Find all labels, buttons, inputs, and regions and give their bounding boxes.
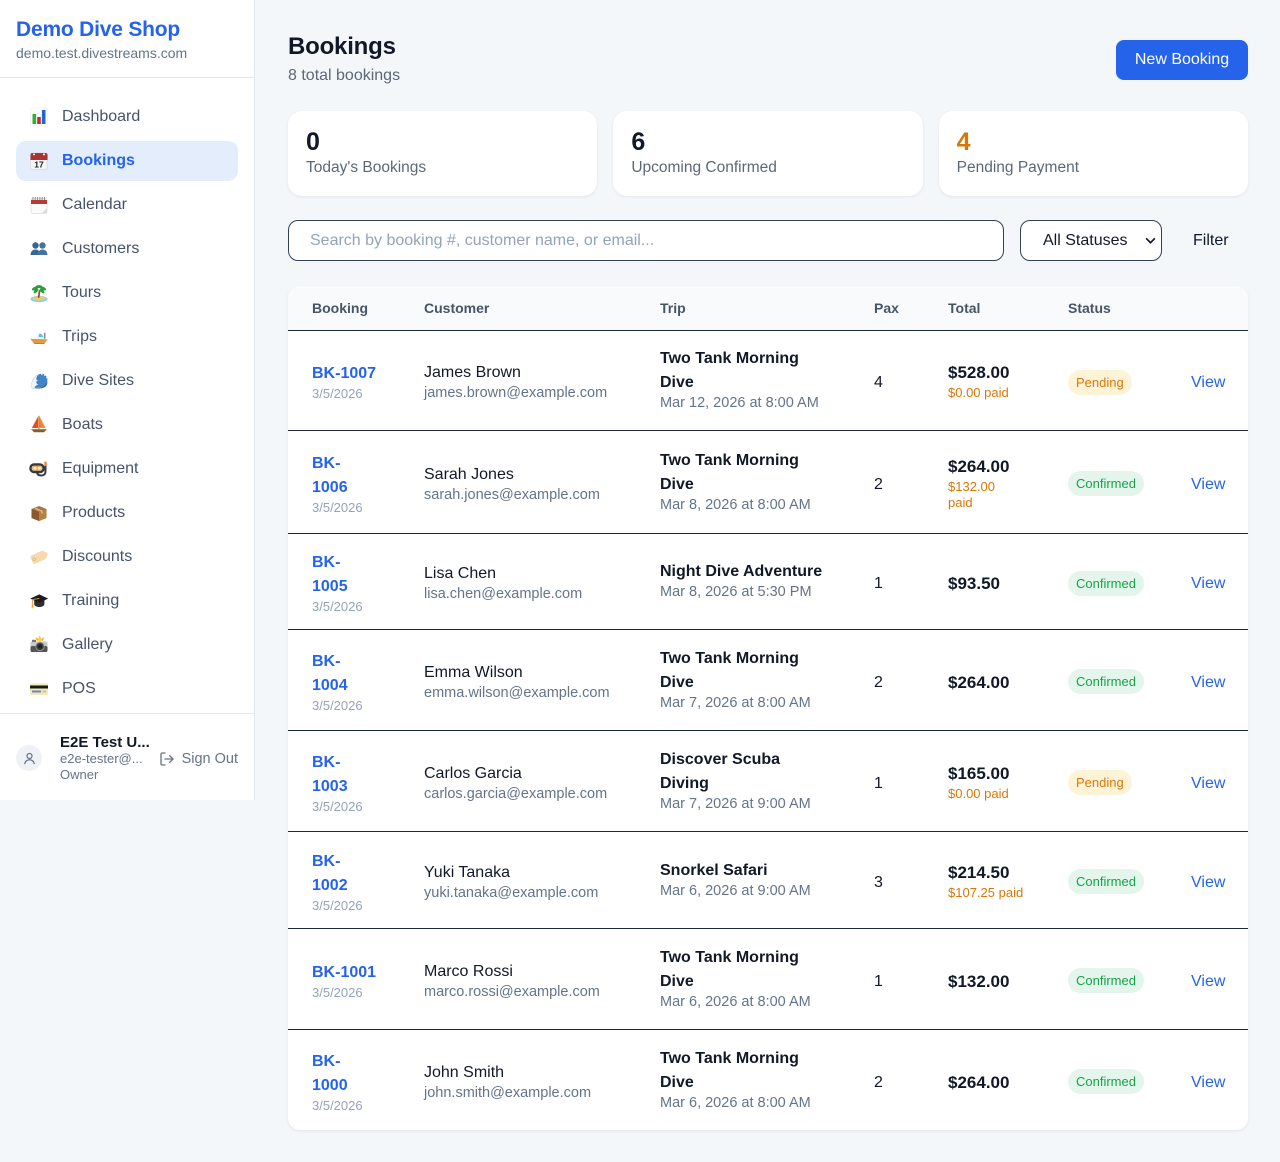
svg-text:17: 17 [34, 160, 44, 170]
